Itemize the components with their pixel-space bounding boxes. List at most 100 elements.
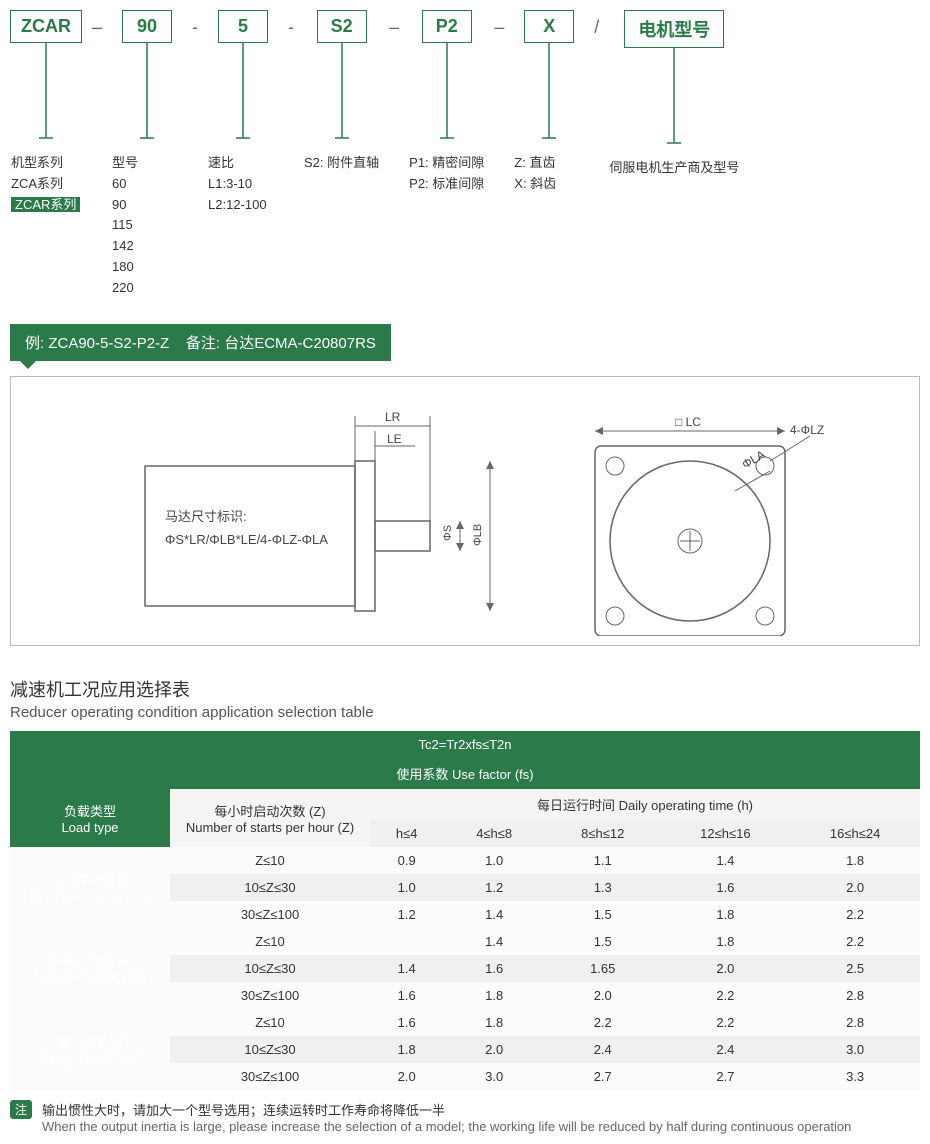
h-col: 16≤h≤24 [790,820,920,847]
factor-cell: 1.6 [661,874,791,901]
factor-cell: 1.5 [545,901,661,928]
factor-cell: 3.3 [790,1063,920,1090]
code-backlash: P2 [422,10,472,43]
loadtype-cell: 中等冲击负载Medium shock load [10,928,170,1009]
factor-cell: 1.2 [443,874,544,901]
factor-cell: 1.8 [370,1036,443,1063]
z-cell: 30≤Z≤100 [170,901,370,928]
factor-cell: 1.8 [661,928,791,955]
svg-text:ΦS*LR/ΦLB*LE/4-ΦLZ-ΦLA: ΦS*LR/ΦLB*LE/4-ΦLZ-ΦLA [165,532,328,547]
z-cell: 30≤Z≤100 [170,1063,370,1090]
loadtype-cell: 重冲击负载Heavy shock load [10,1009,170,1090]
legend-gear: Z: 直齿 X: 斜齿 [514,153,584,195]
factor-cell: 1.5 [545,928,661,955]
note-cn: 输出惯性大时，请加大一个型号选用；连续运转时工作寿命将降低一半 [42,1100,851,1119]
h-col: 8≤h≤12 [545,820,661,847]
svg-text:ΦS: ΦS [442,524,454,540]
factor-cell: 3.0 [443,1063,544,1090]
section-title-en: Reducer operating condition application … [10,704,920,721]
note-badge-icon: 注 [10,1100,32,1119]
factor-cell: 2.2 [661,982,791,1009]
loadtype-cell: 均匀平稳负载Even and stable load [10,847,170,928]
model-code-breakdown: ZCAR 机型系列 ZCA系列 ZCAR系列 – 90 型号 60 90 115… [10,10,920,299]
legend-series: 机型系列 ZCA系列 ZCAR系列 [11,153,81,215]
legend-backlash: P1: 精密间隙 P2: 标准间隙 [409,153,484,195]
factor-cell: 1.4 [443,901,544,928]
factor-cell: 2.2 [545,1009,661,1036]
factor-cell: 1.6 [443,955,544,982]
svg-text:ΦLA: ΦLA [740,447,768,471]
loadtype-header: 负载类型Load type [10,789,170,847]
factor-cell: 3.0 [790,1036,920,1063]
use-factor-table: Tc2=Tr2xfs≤T2n 使用系数 Use factor (fs) 负载类型… [10,731,920,1090]
svg-text:4-ΦLZ: 4-ΦLZ [790,423,824,437]
factor-cell [370,928,443,955]
factor-cell: 2.8 [790,982,920,1009]
starts-header: 每小时启动次数 (Z)Number of starts per hour (Z) [170,789,370,847]
factor-cell: 1.0 [370,874,443,901]
factor-cell: 1.3 [545,874,661,901]
factor-cell: 1.4 [443,928,544,955]
factor-cell: 2.0 [545,982,661,1009]
code-series: ZCAR [10,10,82,43]
factor-cell: 2.0 [790,874,920,901]
z-cell: 10≤Z≤30 [170,955,370,982]
svg-text:LR: LR [385,410,401,424]
note-en: When the output inertia is large, please… [42,1119,851,1134]
factor-cell: 1.4 [661,847,791,874]
factor-cell: 1.2 [370,901,443,928]
z-cell: Z≤10 [170,847,370,874]
code-ratio: 5 [218,10,268,43]
factor-cell: 1.8 [661,901,791,928]
factor-cell: 2.0 [661,955,791,982]
z-cell: Z≤10 [170,1009,370,1036]
section-title-cn: 减速机工况应用选择表 [10,676,920,702]
factor-cell: 1.0 [443,847,544,874]
factor-cell: 2.0 [443,1036,544,1063]
code-shaft: S2 [317,10,367,43]
z-cell: 10≤Z≤30 [170,874,370,901]
legend-shaft: S2: 附件直轴 [304,153,379,174]
z-cell: 10≤Z≤30 [170,1036,370,1063]
code-motor: 电机型号 [624,10,724,48]
svg-text:□ LC: □ LC [675,415,701,429]
factor-cell: 1.65 [545,955,661,982]
factor-cell: 1.8 [443,982,544,1009]
factor-cell: 1.8 [790,847,920,874]
formula-header: Tc2=Tr2xfs≤T2n [10,731,920,758]
factor-cell: 1.1 [545,847,661,874]
svg-text:LE: LE [387,432,402,446]
svg-text:马达尺寸标识:: 马达尺寸标识: [165,509,247,524]
footnote: 注 输出惯性大时，请加大一个型号选用；连续运转时工作寿命将降低一半 When t… [10,1100,920,1134]
factor-cell: 2.0 [370,1063,443,1090]
daily-header: 每日运行时间 Daily operating time (h) [370,789,920,820]
factor-cell: 2.2 [790,928,920,955]
factor-cell: 2.2 [661,1009,791,1036]
svg-text:ΦLB: ΦLB [472,523,484,545]
legend-ratio: 速比 L1:3-10 L2:12-100 [208,153,278,215]
factor-cell: 2.2 [790,901,920,928]
factor-cell: 2.7 [661,1063,791,1090]
legend-frame: 型号 60 90 115 142 180 220 [112,153,182,299]
factor-cell: 1.4 [370,955,443,982]
factor-cell: 2.4 [545,1036,661,1063]
factor-cell: 1.8 [443,1009,544,1036]
legend-motor: 伺服电机生产商及型号 [609,158,739,179]
code-gear: X [524,10,574,43]
factor-cell: 2.4 [661,1036,791,1063]
h-col: 12≤h≤16 [661,820,791,847]
factor-cell: 2.8 [790,1009,920,1036]
h-col: 4≤h≤8 [443,820,544,847]
z-cell: Z≤10 [170,928,370,955]
factor-cell: 1.6 [370,982,443,1009]
factor-cell: 2.5 [790,955,920,982]
example-banner: 例: ZCA90-5-S2-P2-Z 备注: 台达ECMA-C20807RS [10,324,391,361]
fs-header: 使用系数 Use factor (fs) [10,758,920,789]
code-frame: 90 [122,10,172,43]
factor-cell: 1.6 [370,1009,443,1036]
factor-cell: 0.9 [370,847,443,874]
factor-cell: 2.7 [545,1063,661,1090]
h-col: h≤4 [370,820,443,847]
z-cell: 30≤Z≤100 [170,982,370,1009]
motor-dimension-diagram: 马达尺寸标识: ΦS*LR/ΦLB*LE/4-ΦLZ-ΦLA LR LE ΦS … [10,376,920,646]
